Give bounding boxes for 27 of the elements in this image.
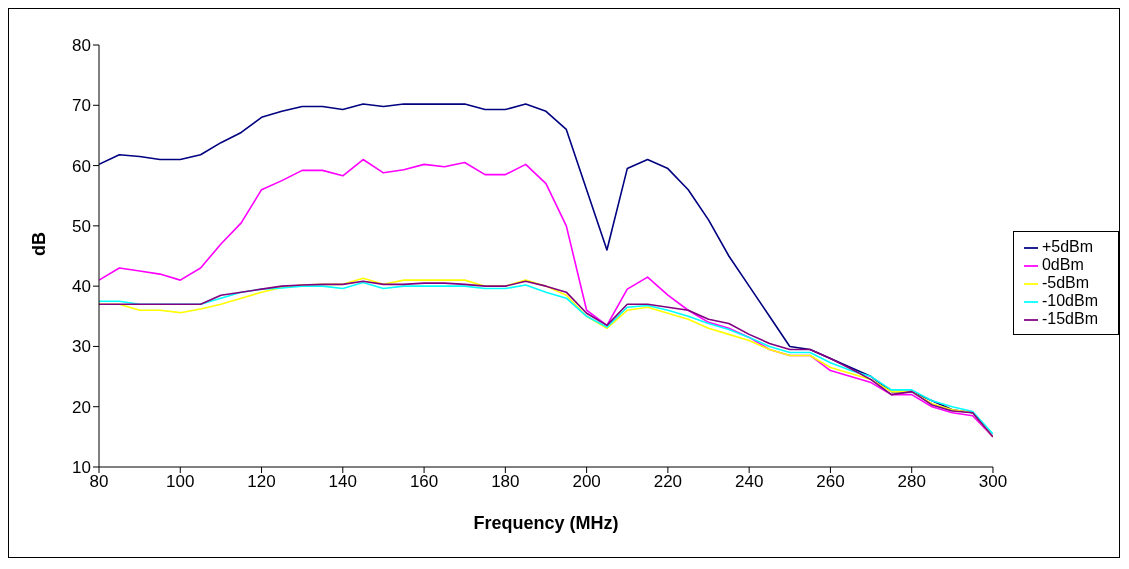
x-tick-label: 80	[89, 472, 109, 492]
x-tick-label: 220	[653, 472, 683, 492]
y-axis-title: dB	[29, 232, 50, 256]
y-tick-label: 20	[72, 397, 91, 417]
legend-label: -10dBm	[1041, 292, 1098, 309]
x-tick-label: 200	[572, 472, 601, 492]
y-tick-label: 50	[72, 216, 91, 236]
legend-label: +5dBm	[1041, 238, 1094, 255]
x-tick-label: 140	[328, 472, 357, 492]
y-tick-label: 80	[72, 36, 91, 56]
x-tick-label: 280	[897, 472, 926, 492]
x-axis-title: Frequency (MHz)	[473, 513, 619, 533]
x-tick-label: 180	[491, 472, 520, 492]
y-tick-label: 40	[72, 277, 91, 297]
x-tick-label: 100	[166, 472, 195, 492]
legend-label: 0dBm	[1041, 256, 1084, 273]
x-tick-label: 240	[734, 472, 764, 492]
y-tick-label: 70	[72, 96, 91, 116]
legend-label: -15dBm	[1041, 310, 1098, 327]
y-tick-label: 30	[72, 337, 91, 357]
y-tick-label: 60	[72, 156, 91, 176]
x-tick-label: 160	[409, 472, 439, 492]
x-tick-label: 300	[978, 472, 1008, 492]
x-tick-label: 260	[816, 472, 845, 492]
y-tick-label: 10	[72, 458, 91, 478]
x-tick-label: 120	[247, 472, 276, 492]
legend-label: -5dBm	[1041, 274, 1090, 291]
